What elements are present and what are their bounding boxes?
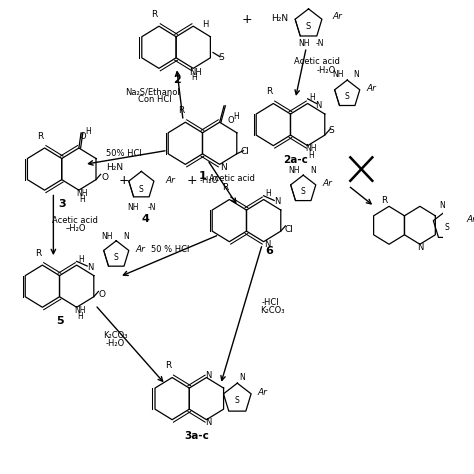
Text: Ar: Ar: [322, 179, 332, 188]
Text: N: N: [220, 163, 227, 172]
Text: N: N: [417, 243, 423, 252]
Text: S: S: [235, 396, 240, 405]
Text: -HCl: -HCl: [262, 298, 279, 307]
Text: 3: 3: [58, 199, 66, 209]
Text: R: R: [151, 10, 158, 19]
Text: S: S: [218, 53, 224, 62]
Text: O: O: [99, 290, 106, 299]
Text: N: N: [123, 232, 129, 241]
Text: N: N: [205, 419, 212, 428]
Text: 2a-c: 2a-c: [283, 155, 308, 164]
Text: +: +: [187, 174, 197, 187]
Text: -H₂O: -H₂O: [200, 176, 219, 185]
Text: N: N: [310, 166, 316, 175]
Text: 50 % HCl: 50 % HCl: [151, 245, 189, 254]
Text: NH: NH: [77, 189, 88, 198]
Text: R: R: [35, 249, 41, 258]
Text: NH: NH: [74, 306, 86, 315]
Text: H: H: [308, 151, 314, 160]
Text: H: H: [78, 255, 84, 264]
Text: R: R: [382, 196, 388, 205]
Text: Ar: Ar: [466, 215, 474, 224]
Text: -H₂O: -H₂O: [105, 339, 125, 348]
Text: Ar: Ar: [366, 84, 376, 93]
Text: R: R: [178, 106, 184, 115]
Text: N: N: [239, 373, 245, 382]
Text: Ar: Ar: [258, 389, 268, 398]
Text: 4: 4: [142, 214, 150, 224]
Text: R: R: [37, 132, 43, 141]
Text: Cl: Cl: [241, 147, 250, 156]
Text: N: N: [87, 263, 93, 272]
Text: R: R: [222, 183, 228, 192]
Text: –H₂O: –H₂O: [65, 224, 86, 233]
Text: Acetic acid: Acetic acid: [209, 174, 255, 183]
Text: NH: NH: [305, 144, 317, 153]
Text: H: H: [202, 19, 208, 28]
Text: NH: NH: [102, 232, 113, 241]
Text: S: S: [301, 187, 306, 196]
Text: H: H: [234, 112, 239, 121]
Text: 5: 5: [56, 316, 64, 326]
Text: 6: 6: [265, 246, 273, 256]
Text: N: N: [353, 70, 359, 79]
Text: H₂N: H₂N: [272, 14, 289, 23]
Text: +: +: [242, 13, 252, 26]
Text: R: R: [266, 87, 272, 96]
Text: NH: NH: [189, 68, 202, 77]
Text: S: S: [139, 185, 144, 194]
Text: N: N: [205, 371, 212, 380]
Text: NH: NH: [127, 202, 138, 211]
Text: S: S: [114, 253, 118, 262]
Text: S: S: [444, 223, 449, 232]
Text: H₂N: H₂N: [106, 163, 124, 172]
Text: 1: 1: [199, 171, 207, 181]
Text: H: H: [80, 195, 85, 204]
Text: Acetic acid: Acetic acid: [53, 216, 98, 225]
Text: Ar: Ar: [165, 176, 175, 185]
Text: H: H: [86, 127, 91, 136]
Text: H: H: [191, 73, 197, 82]
Text: Ar: Ar: [136, 245, 146, 254]
Text: N: N: [315, 101, 322, 110]
Text: N: N: [273, 197, 280, 206]
Text: 50% HCl: 50% HCl: [106, 149, 142, 158]
Text: Cl: Cl: [285, 225, 294, 234]
Text: -N: -N: [148, 202, 156, 211]
Text: S: S: [345, 92, 350, 101]
Text: -N: -N: [315, 39, 324, 48]
Text: K₂CO₃: K₂CO₃: [103, 331, 127, 340]
Text: H: H: [265, 190, 271, 199]
Text: 3a-c: 3a-c: [184, 431, 209, 441]
Text: R: R: [164, 361, 171, 370]
Text: Acetic acid: Acetic acid: [294, 57, 340, 66]
Text: S: S: [306, 22, 311, 31]
Text: O: O: [227, 116, 234, 125]
Text: Con HCl: Con HCl: [138, 95, 172, 104]
Text: N: N: [439, 201, 445, 210]
Text: S: S: [328, 127, 334, 136]
Text: NH: NH: [298, 39, 310, 48]
Text: O: O: [101, 173, 108, 182]
Text: Na₂S/Ethanol: Na₂S/Ethanol: [125, 87, 180, 96]
Text: H: H: [77, 312, 83, 321]
Text: NH: NH: [333, 70, 344, 79]
Text: K₂CO₃: K₂CO₃: [260, 306, 284, 315]
Text: +: +: [118, 174, 129, 187]
Text: N: N: [264, 240, 270, 249]
Text: NH: NH: [289, 166, 300, 175]
Text: O: O: [80, 132, 87, 141]
Text: H: H: [309, 93, 315, 102]
Text: 2: 2: [173, 75, 181, 85]
Text: Ar: Ar: [332, 12, 342, 21]
Text: -H₂O: -H₂O: [317, 66, 336, 75]
